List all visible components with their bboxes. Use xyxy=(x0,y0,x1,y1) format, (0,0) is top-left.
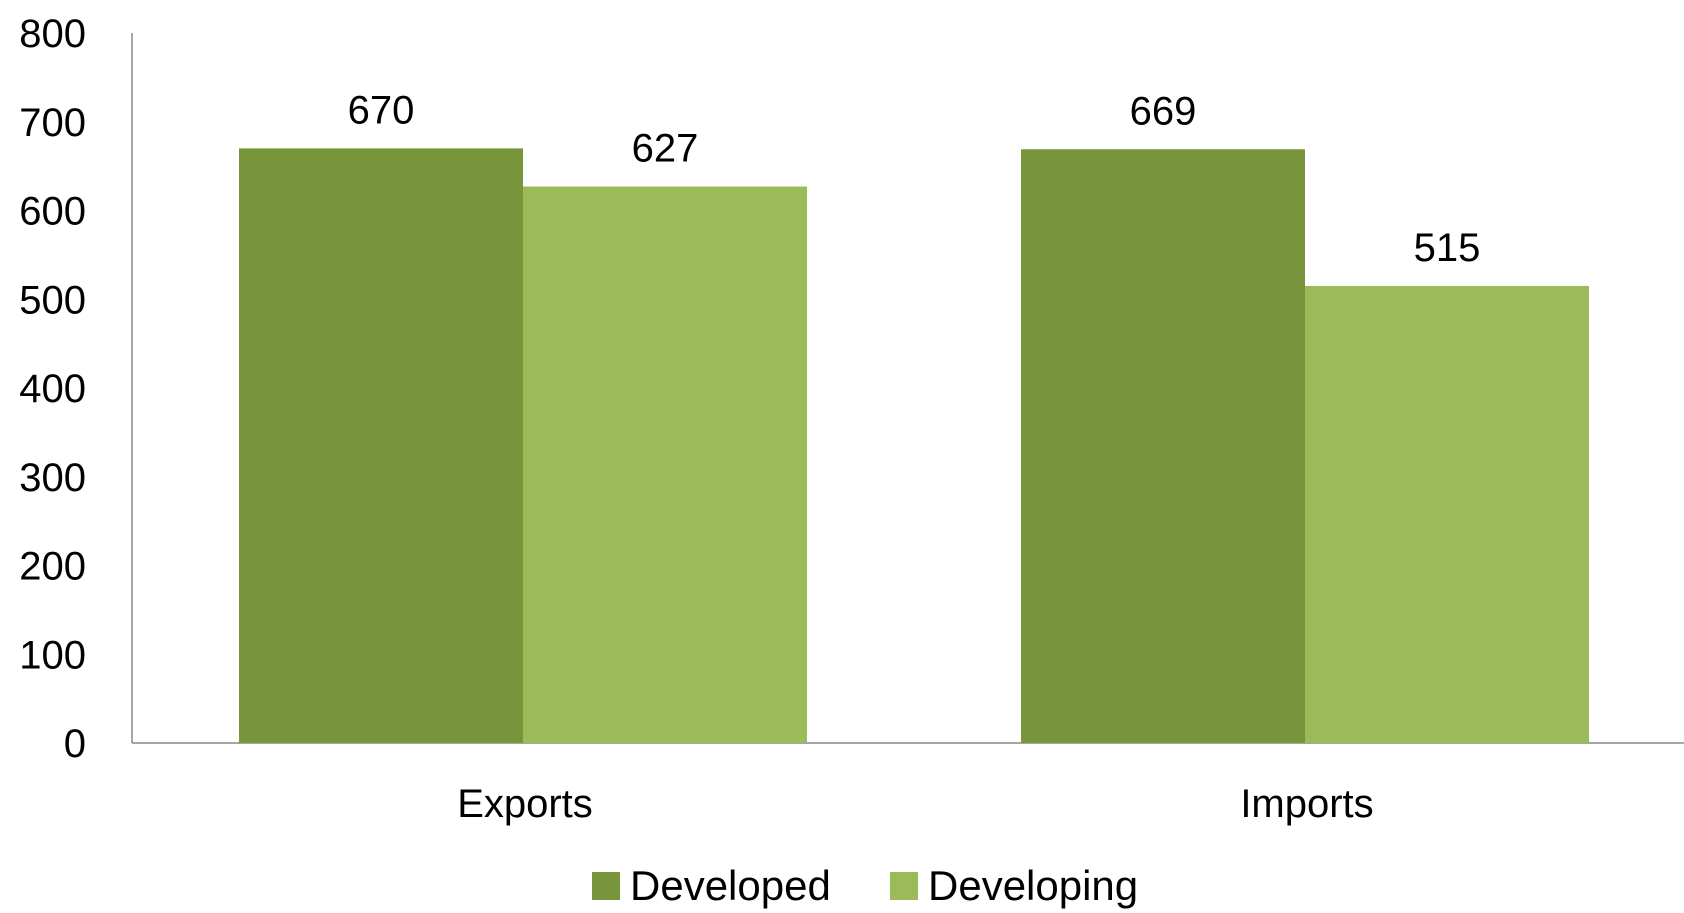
data-labels: 670 669 627 515 xyxy=(348,88,1481,270)
bar-developing-imports xyxy=(1305,285,1589,743)
y-tick-label: 600 xyxy=(19,190,86,234)
y-tick-label: 400 xyxy=(19,367,86,411)
legend-swatch xyxy=(592,872,620,900)
y-tick-label: 500 xyxy=(19,278,86,322)
data-label: 669 xyxy=(1130,89,1197,133)
y-axis: 0 100 200 300 400 500 600 700 800 xyxy=(19,12,133,766)
y-tick-label: 700 xyxy=(19,101,86,145)
data-label: 670 xyxy=(348,88,415,132)
legend: Developed Developing xyxy=(592,862,1138,909)
y-tick-label: 200 xyxy=(19,545,86,589)
bar-developed-exports xyxy=(239,148,523,743)
legend-label: Developing xyxy=(928,862,1138,909)
bar-developing-exports xyxy=(523,186,807,744)
bars xyxy=(239,148,1589,744)
data-label: 627 xyxy=(632,127,699,171)
data-label: 515 xyxy=(1414,226,1481,270)
x-category-label: Imports xyxy=(1240,782,1373,826)
y-tick-label: 0 xyxy=(64,722,86,766)
y-tick-label: 300 xyxy=(19,456,86,500)
x-category-label: Exports xyxy=(457,782,593,826)
y-tick-label: 100 xyxy=(19,633,86,677)
bar-developed-imports xyxy=(1021,149,1305,743)
x-axis: Exports Imports xyxy=(132,742,1684,826)
legend-label: Developed xyxy=(630,862,831,909)
y-tick-label: 800 xyxy=(19,12,86,56)
legend-swatch xyxy=(890,872,918,900)
